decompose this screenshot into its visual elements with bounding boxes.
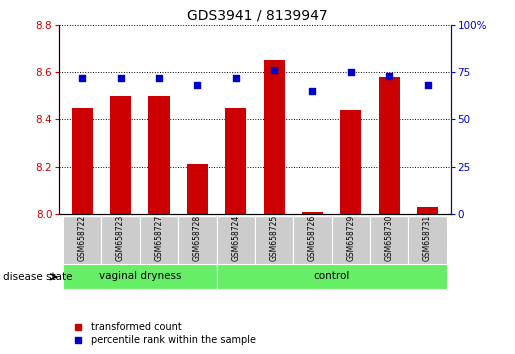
- Bar: [216, 264, 447, 289]
- Point: [155, 75, 163, 81]
- Bar: [255, 216, 294, 264]
- Bar: [63, 216, 101, 264]
- Bar: [63, 264, 216, 289]
- Point: [116, 75, 125, 81]
- Text: GSM658730: GSM658730: [385, 214, 394, 261]
- Point: [232, 75, 240, 81]
- Bar: [264, 60, 285, 214]
- Bar: [140, 216, 178, 264]
- Point: [308, 88, 317, 94]
- Text: control: control: [314, 272, 350, 281]
- Bar: [110, 96, 131, 214]
- Text: GSM658729: GSM658729: [347, 214, 355, 261]
- Point: [270, 67, 278, 73]
- Text: GSM658731: GSM658731: [423, 214, 432, 261]
- Point: [193, 82, 201, 88]
- Bar: [101, 216, 140, 264]
- Bar: [370, 216, 408, 264]
- Bar: [332, 216, 370, 264]
- Bar: [294, 216, 332, 264]
- Text: GSM658728: GSM658728: [193, 215, 202, 261]
- Text: GDS3941 / 8139947: GDS3941 / 8139947: [187, 9, 328, 23]
- Text: GSM658725: GSM658725: [270, 214, 279, 261]
- Text: GSM658722: GSM658722: [78, 215, 87, 261]
- Point: [347, 69, 355, 75]
- Bar: [225, 108, 246, 214]
- Text: GSM658723: GSM658723: [116, 214, 125, 261]
- Bar: [379, 77, 400, 214]
- Bar: [187, 165, 208, 214]
- Point: [423, 82, 432, 88]
- Text: disease state: disease state: [3, 272, 72, 282]
- Bar: [302, 212, 323, 214]
- Legend: transformed count, percentile rank within the sample: transformed count, percentile rank withi…: [64, 319, 260, 349]
- Bar: [148, 96, 169, 214]
- Text: vaginal dryness: vaginal dryness: [98, 272, 181, 281]
- Point: [78, 75, 87, 81]
- Bar: [72, 108, 93, 214]
- Text: GSM658726: GSM658726: [308, 214, 317, 261]
- Bar: [216, 216, 255, 264]
- Bar: [178, 216, 216, 264]
- Point: [385, 73, 393, 79]
- Text: GSM658724: GSM658724: [231, 214, 240, 261]
- Bar: [408, 216, 447, 264]
- Bar: [340, 110, 362, 214]
- Bar: [417, 207, 438, 214]
- Text: GSM658727: GSM658727: [154, 214, 163, 261]
